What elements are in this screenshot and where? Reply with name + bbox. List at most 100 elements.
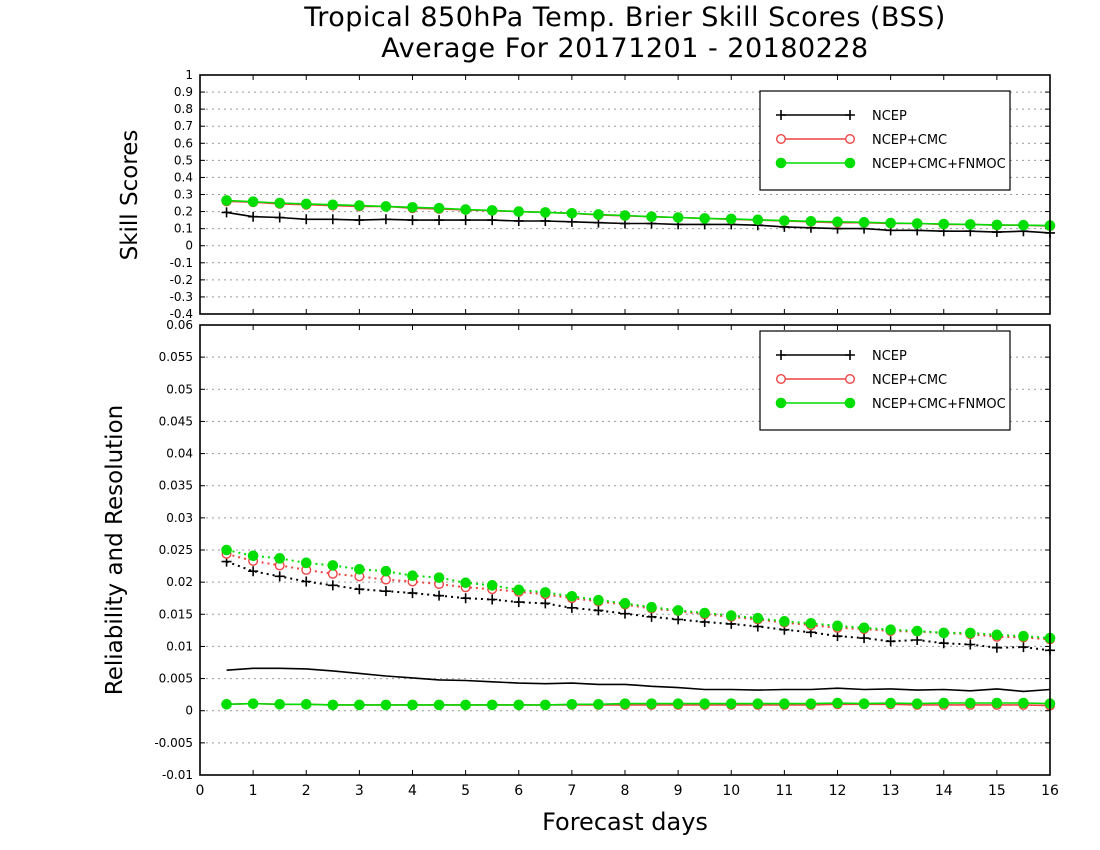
legend-item: NCEP bbox=[776, 109, 907, 124]
y-tick-label: 0.005 bbox=[159, 672, 193, 686]
data-point bbox=[407, 215, 418, 226]
series-line bbox=[226, 199, 1051, 227]
data-point bbox=[1018, 697, 1029, 709]
series-ncep-cmc bbox=[221, 196, 1055, 232]
y-tick-label: -0.1 bbox=[170, 256, 193, 270]
data-point bbox=[433, 699, 445, 711]
data-point bbox=[938, 627, 950, 639]
legend-item: NCEP bbox=[776, 349, 907, 364]
data-point bbox=[354, 699, 365, 711]
data-point bbox=[566, 207, 578, 219]
data-point bbox=[301, 576, 312, 587]
data-point bbox=[991, 697, 1003, 709]
data-point bbox=[991, 629, 1003, 641]
data-point bbox=[725, 610, 737, 621]
data-point bbox=[965, 697, 976, 709]
data-point bbox=[247, 550, 259, 562]
data-point bbox=[646, 611, 657, 622]
data-point bbox=[247, 698, 259, 709]
legend-marker bbox=[845, 133, 856, 144]
data-point bbox=[354, 215, 365, 226]
data-point bbox=[540, 587, 551, 598]
data-point bbox=[912, 635, 923, 645]
data-point bbox=[619, 598, 631, 609]
y-tick-label: 0.1 bbox=[174, 222, 193, 236]
data-point bbox=[965, 639, 976, 650]
data-point bbox=[221, 195, 232, 206]
data-point bbox=[832, 697, 843, 709]
data-point bbox=[752, 612, 764, 624]
data-point bbox=[327, 568, 338, 579]
x-tick-label: 9 bbox=[674, 783, 683, 799]
data-point bbox=[486, 580, 498, 591]
data-point bbox=[805, 216, 817, 227]
data-point bbox=[885, 697, 896, 709]
y-tick-label: 0.025 bbox=[159, 543, 193, 557]
data-point bbox=[301, 214, 312, 225]
data-point bbox=[540, 699, 551, 711]
data-point bbox=[460, 577, 471, 589]
data-point bbox=[858, 217, 870, 228]
data-point bbox=[327, 699, 339, 711]
data-point bbox=[858, 698, 870, 709]
data-point bbox=[221, 544, 232, 556]
data-point bbox=[487, 215, 498, 226]
data-point bbox=[965, 627, 976, 639]
legend-marker bbox=[844, 397, 856, 409]
y-tick-label: 0.5 bbox=[174, 153, 193, 167]
x-tick-label: 14 bbox=[935, 783, 953, 799]
series-ncep-cmc-fnmoc-reliability bbox=[221, 697, 1056, 711]
data-point bbox=[433, 202, 445, 214]
series-line bbox=[226, 549, 1051, 640]
y-tick-label: -0.005 bbox=[154, 736, 193, 750]
data-point bbox=[619, 698, 631, 709]
plot-frame bbox=[199, 324, 1051, 776]
series-ncep-cmc-fnmoc-resolution bbox=[221, 544, 1056, 644]
data-point bbox=[646, 698, 657, 709]
y-tick-label: 0.055 bbox=[159, 350, 193, 364]
y-tick-label: 0.7 bbox=[174, 119, 193, 133]
x-tick-label: 5 bbox=[461, 783, 470, 799]
data-point bbox=[779, 698, 790, 709]
series-ncep-cmc-resolution bbox=[221, 548, 1055, 645]
x-tick-label: 6 bbox=[514, 783, 523, 799]
data-point bbox=[938, 218, 950, 230]
data-point bbox=[1018, 630, 1029, 642]
data-point bbox=[354, 584, 365, 595]
data-point bbox=[486, 205, 498, 216]
legend-marker bbox=[776, 110, 786, 120]
y-tick-label: 0.035 bbox=[159, 479, 193, 493]
y-tick-label: 0.8 bbox=[174, 102, 193, 116]
y-tick-label: 0.04 bbox=[166, 447, 193, 461]
y-tick-label: 0.9 bbox=[174, 85, 193, 99]
series-line bbox=[226, 552, 1051, 641]
data-point bbox=[460, 593, 471, 604]
data-point bbox=[672, 698, 684, 709]
legend-marker bbox=[844, 157, 856, 169]
legend-marker bbox=[776, 374, 787, 385]
y-tick-label: 0.03 bbox=[166, 511, 193, 525]
data-point bbox=[911, 625, 923, 637]
legend: NCEP NCEP+CMC NCEP+CMC+FNMOC bbox=[759, 330, 1011, 431]
x-tick-label: 1 bbox=[249, 783, 258, 799]
data-point bbox=[380, 565, 392, 577]
y-tick-label: 0 bbox=[185, 239, 193, 253]
data-point bbox=[725, 698, 737, 709]
legend-marker bbox=[845, 350, 855, 360]
data-point bbox=[407, 588, 418, 599]
data-point bbox=[407, 699, 418, 711]
data-point bbox=[486, 699, 498, 711]
x-tick-label: 0 bbox=[196, 783, 205, 799]
data-point bbox=[1018, 642, 1029, 653]
legend-label: NCEP bbox=[872, 109, 907, 124]
chart-title: Tropical 850hPa Temp. Brier Skill Scores… bbox=[304, 2, 946, 33]
data-point bbox=[620, 608, 630, 619]
x-tick-label: 2 bbox=[302, 783, 311, 799]
chart-subtitle: Average For 20171201 - 20180228 bbox=[381, 33, 869, 64]
y-tick-label: -0.2 bbox=[170, 273, 193, 287]
series-line bbox=[226, 667, 1051, 693]
data-point bbox=[300, 557, 312, 569]
data-point bbox=[593, 209, 604, 220]
